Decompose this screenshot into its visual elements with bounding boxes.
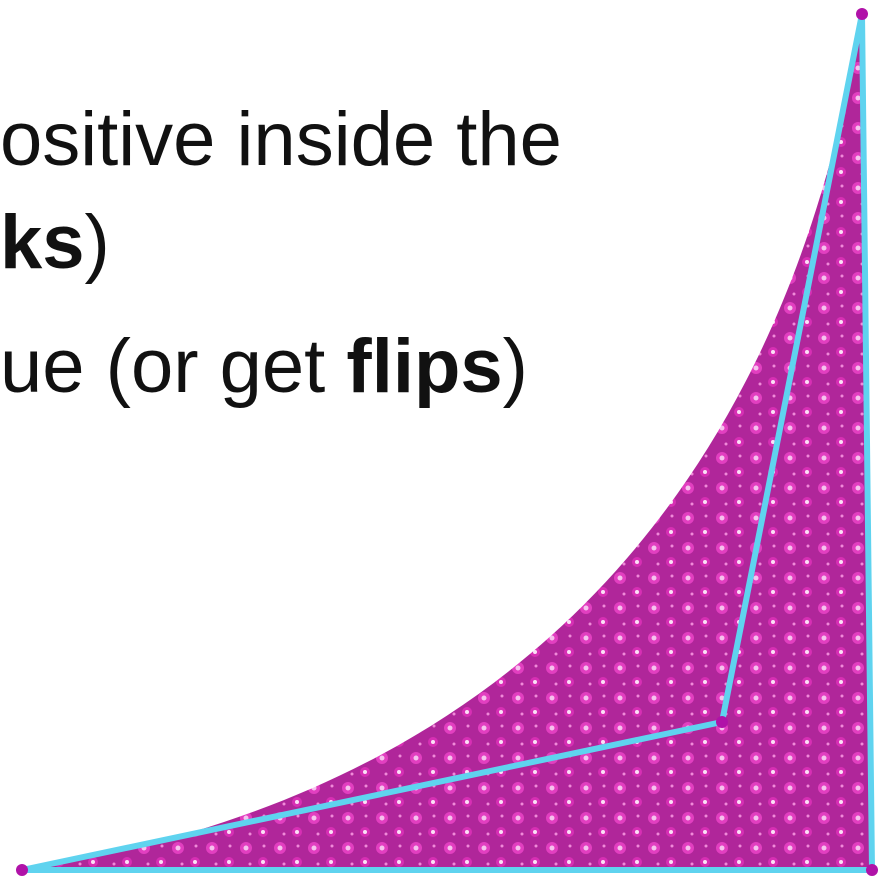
text-run: ositive inside the — [0, 97, 562, 182]
bold-term: flips — [346, 324, 502, 409]
vertex — [716, 716, 728, 728]
page: {"lines": [ {"segments": [{"text": "osit… — [0, 0, 892, 881]
vertex — [866, 864, 878, 876]
text-run: ) — [503, 324, 528, 409]
text-run: ) — [85, 200, 110, 285]
text-line: ue (or get flips) — [0, 324, 528, 409]
bold-term: ks — [0, 200, 85, 285]
vertex — [16, 864, 28, 876]
text-line: ositive inside the — [0, 97, 562, 182]
text-run: ue (or get — [0, 324, 346, 409]
text-line: ks) — [0, 200, 110, 285]
slide: ositive inside theks)ue (or get flips) — [0, 0, 892, 881]
vertex — [856, 8, 868, 20]
